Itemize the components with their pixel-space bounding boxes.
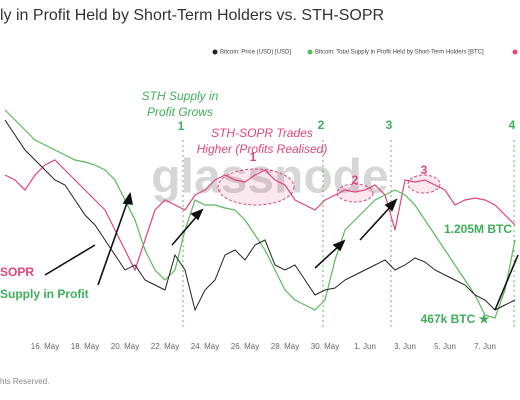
arrow	[494, 254, 519, 311]
series-line	[4, 119, 516, 312]
annotation: 2	[318, 118, 325, 132]
annotation: 3	[421, 163, 428, 177]
plot	[4, 109, 516, 319]
x-tick-label: 5. Jun	[434, 342, 456, 351]
x-tick-label: 3. Jun	[394, 342, 416, 351]
ellipse	[407, 174, 441, 194]
x-tick-label: 28. May	[271, 342, 299, 351]
footer: hts Reserved.	[0, 377, 49, 386]
x-tick-label: 24. May	[191, 342, 219, 351]
arrow	[314, 244, 341, 269]
arrow-head	[122, 191, 134, 205]
arrow	[359, 204, 393, 241]
annotation: 467k BTC ★	[421, 312, 490, 326]
x-tick-label: 26. May	[231, 342, 259, 351]
legend-marker	[512, 49, 518, 55]
annotation: 1.205M BTC	[444, 222, 512, 236]
annotation: 1	[178, 119, 185, 133]
arrow	[44, 244, 96, 276]
arrow-head	[332, 239, 346, 252]
legend-marker	[212, 49, 218, 55]
annotation: Supply in Profit	[0, 287, 89, 301]
arrows	[44, 191, 519, 311]
ellipse	[336, 183, 374, 203]
ellipse	[217, 168, 295, 206]
annotation: 2	[352, 173, 359, 187]
highlight-ellipses	[217, 168, 441, 206]
green-guides	[182, 140, 515, 330]
annotation: STH-SOPR Trades	[211, 126, 313, 140]
arrow-head	[384, 198, 398, 212]
annotation: Higher (Profits Realised)	[197, 142, 328, 156]
annotation: 3	[386, 118, 393, 132]
arrow-head	[190, 208, 204, 221]
annotation: SOPR	[0, 265, 34, 279]
arrow	[171, 214, 199, 246]
legend-marker	[307, 49, 313, 55]
x-tick-label: 16. May	[31, 342, 59, 351]
legend-label: Bitcoin: Total Supply in Profit Held by …	[315, 50, 484, 56]
x-tick-label: 1. Jun	[354, 342, 376, 351]
x-tick-label: 20. May	[111, 342, 139, 351]
annotation: 4	[509, 118, 516, 132]
legend-label: Bitcoin: Price (USD) [USD]	[220, 50, 291, 56]
x-tick-label: 22. May	[151, 342, 179, 351]
x-tick-label: 30. May	[311, 342, 339, 351]
annotation: STH Supply in	[142, 89, 219, 103]
watermark: glassnode	[151, 151, 388, 204]
x-tick-label: 18. May	[71, 342, 99, 351]
annotation: 1	[250, 150, 257, 164]
x-tick-label: 7. Jun	[474, 342, 496, 351]
annotation: Profit Grows	[147, 105, 213, 119]
arrow	[97, 199, 129, 286]
chart-title: ly in Profit Held by Short-Term Holders …	[0, 7, 384, 24]
series-line	[4, 159, 516, 272]
